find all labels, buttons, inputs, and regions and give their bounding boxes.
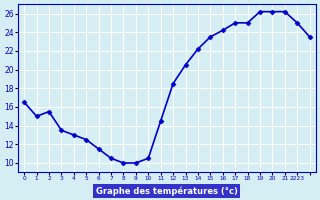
X-axis label: Graphe des températures (°c): Graphe des températures (°c) <box>96 186 238 196</box>
